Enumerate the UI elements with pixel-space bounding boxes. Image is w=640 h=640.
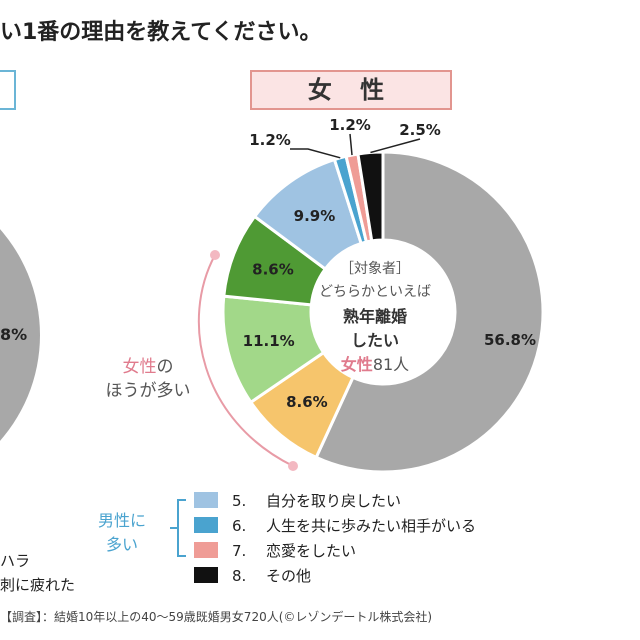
legend-swatch-3 bbox=[194, 567, 218, 583]
leader-line-7 bbox=[370, 138, 421, 154]
male-tab-edge bbox=[0, 70, 16, 110]
male-side-note: 男性に 多い bbox=[98, 499, 186, 557]
slice-label-7: 2.5% bbox=[399, 121, 441, 139]
female-arc-dot-bottom bbox=[288, 461, 298, 471]
legend-number-0: 5. bbox=[232, 492, 246, 510]
legend-swatch-0 bbox=[194, 492, 218, 508]
slice-label-4: 9.9% bbox=[294, 207, 336, 225]
gender-tab-female: 女 性 bbox=[250, 70, 452, 110]
legend-label-0: 自分を取り戻したい bbox=[266, 492, 401, 510]
donut-slice-7 bbox=[356, 150, 385, 243]
legend-number-3: 8. bbox=[232, 567, 246, 585]
female-side-note: 女性の ほうが多い bbox=[106, 250, 298, 471]
center-line3: 熟年離婚 bbox=[343, 307, 407, 326]
slice-label-1: 8.6% bbox=[286, 393, 328, 411]
male-bracket bbox=[170, 499, 186, 557]
center-label: ［対象者］ どちらかといえば 熟年離婚 したい 女性81人 bbox=[319, 261, 431, 374]
center-line2: どちらかといえば bbox=[319, 284, 431, 300]
female-note-line1: 女性の bbox=[123, 357, 174, 377]
legend: 5. 自分を取り戻したい 6. 人生を共に歩みたい相手がいる 7. 恋愛をしたい 8. その他 bbox=[194, 492, 476, 585]
legend-label-2: 恋愛をしたい bbox=[266, 542, 356, 560]
left-legend-line2: 刺に疲れた bbox=[0, 576, 75, 594]
slice-label-0: 56.8% bbox=[484, 331, 536, 349]
chart-title: い1番の理由を教えてください。 bbox=[0, 20, 322, 45]
source-footer: 【調査】：結婚10年以上の40～59歳既婚男女720人(©レゾンデートル株式会社… bbox=[0, 610, 433, 624]
leader-line-5 bbox=[290, 148, 341, 159]
male-note-line2: 多い bbox=[106, 535, 138, 554]
center-count: 81人 bbox=[373, 355, 409, 374]
slice-labels: 56.8% 8.6% 11.1% 8.6% 9.9% 1.2% 1.2% 2.5% bbox=[243, 116, 536, 411]
legend-label-3: その他 bbox=[266, 567, 311, 585]
left-partial-donut bbox=[0, 229, 40, 441]
legend-number-1: 6. bbox=[232, 517, 246, 535]
slice-label-6: 1.2% bbox=[329, 116, 371, 134]
left-donut-slice bbox=[0, 229, 40, 441]
center-female-highlight: 女性 bbox=[341, 355, 373, 374]
leader-lines bbox=[290, 133, 421, 159]
center-line4: したい bbox=[351, 331, 399, 350]
female-note-line2: ほうが多い bbox=[106, 381, 191, 401]
donut-slices bbox=[221, 150, 545, 474]
slice-label-5: 1.2% bbox=[249, 131, 291, 149]
legend-swatch-1 bbox=[194, 517, 218, 533]
female-arc-dot-top bbox=[210, 250, 220, 260]
center-line1: ［対象者］ bbox=[340, 261, 410, 277]
donut-slice-0 bbox=[314, 150, 545, 474]
left-legend-line1: ハラ bbox=[0, 552, 30, 570]
legend-label-1: 人生を共に歩みたい相手がいる bbox=[266, 517, 476, 535]
center-line5: 女性81人 bbox=[341, 355, 409, 374]
slice-label-3: 8.6% bbox=[252, 260, 294, 278]
slice-label-2: 11.1% bbox=[243, 332, 295, 350]
male-note-line1: 男性に bbox=[98, 511, 146, 530]
leader-line-6 bbox=[349, 133, 353, 156]
left-percent-label: 8% bbox=[0, 325, 27, 344]
female-bracket-arc bbox=[197, 254, 294, 467]
legend-swatch-2 bbox=[194, 542, 218, 558]
legend-number-2: 7. bbox=[232, 542, 246, 560]
